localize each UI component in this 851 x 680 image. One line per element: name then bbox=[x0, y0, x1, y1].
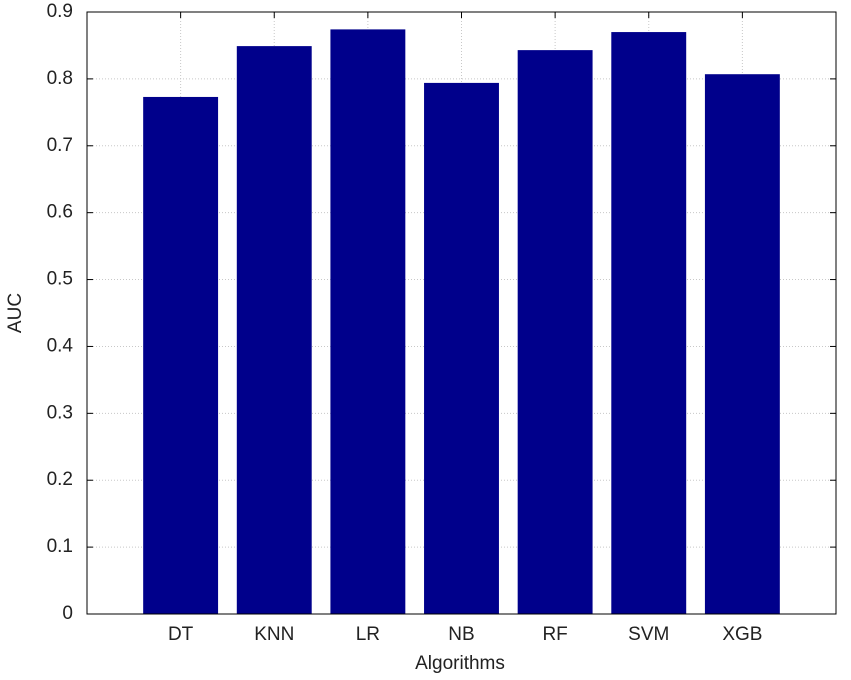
plot-frame bbox=[86, 11, 837, 615]
bar bbox=[424, 82, 499, 614]
bar bbox=[611, 32, 687, 615]
y-tick-label: 0.7 bbox=[47, 135, 73, 156]
y-tick-label: 0.9 bbox=[47, 1, 73, 22]
x-tick-label: SVM bbox=[628, 624, 669, 645]
x-tick-label: LR bbox=[356, 624, 380, 645]
x-tick-label: XGB bbox=[722, 624, 762, 645]
x-tick-label: DT bbox=[168, 624, 194, 645]
bar bbox=[330, 29, 406, 614]
bar bbox=[704, 74, 780, 614]
y-tick-label: 0.4 bbox=[47, 335, 74, 356]
bar bbox=[236, 46, 312, 614]
y-tick-label: 0.6 bbox=[47, 202, 73, 223]
x-axis-label: Algorithms bbox=[415, 653, 505, 674]
y-tick-label: 0.2 bbox=[47, 469, 73, 490]
y-axis-label: AUC bbox=[5, 293, 26, 333]
bar bbox=[517, 50, 593, 615]
bar bbox=[143, 96, 219, 614]
y-tick-label: 0.1 bbox=[47, 536, 73, 557]
y-tick-label: 0.3 bbox=[47, 402, 73, 423]
y-tick-label: 0.8 bbox=[47, 68, 73, 89]
y-tick-label: 0 bbox=[62, 603, 73, 624]
y-tick-label: 0.5 bbox=[47, 269, 73, 290]
x-tick-label: KNN bbox=[254, 624, 294, 645]
x-tick-label: RF bbox=[542, 624, 567, 645]
x-tick-label: NB bbox=[448, 624, 474, 645]
